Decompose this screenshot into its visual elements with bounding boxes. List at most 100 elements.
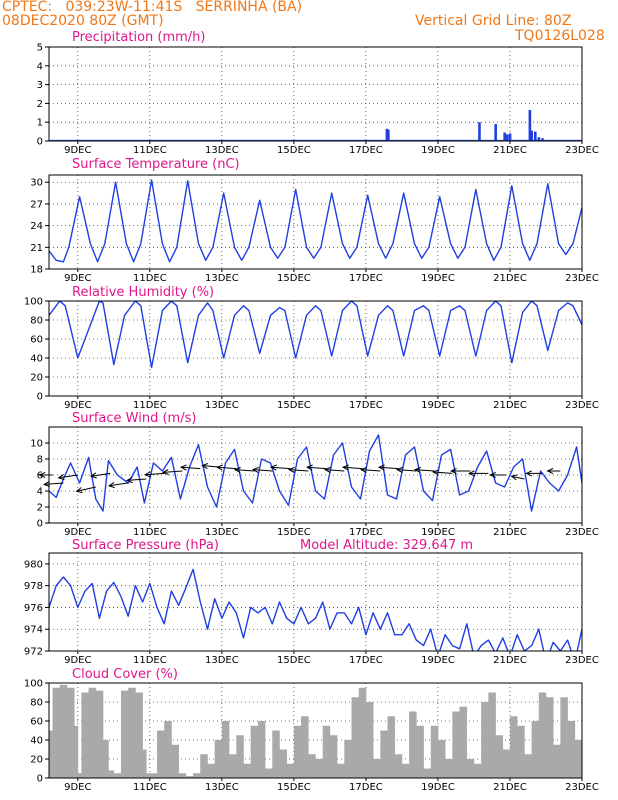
cloud-bar bbox=[466, 759, 475, 778]
cloud-bar bbox=[301, 716, 309, 778]
wind-arrow-head bbox=[179, 464, 187, 471]
x-tick-label: 9DEC bbox=[64, 145, 91, 156]
y-tick-label: 5 bbox=[37, 43, 43, 54]
y-tick-label: 6 bbox=[37, 471, 43, 482]
cloud-bar bbox=[113, 773, 122, 778]
x-tick-label: 21DEC bbox=[493, 400, 527, 411]
x-tick-label: 11DEC bbox=[133, 655, 167, 666]
y-tick-label: 974 bbox=[24, 625, 43, 636]
cloud-bar bbox=[59, 684, 68, 778]
plot-frame bbox=[48, 300, 583, 397]
cloud-bar bbox=[146, 773, 151, 778]
series-3 bbox=[49, 301, 582, 369]
cloud-bar bbox=[495, 735, 504, 778]
panel-title: Precipitation (mm/h) bbox=[72, 30, 205, 45]
wind-arrow bbox=[415, 469, 435, 472]
plot-frame bbox=[48, 174, 583, 270]
cloud-bar bbox=[103, 740, 109, 778]
wind-arrow-head bbox=[341, 464, 349, 471]
cloud-bar bbox=[135, 692, 143, 778]
cloud-bar bbox=[77, 773, 82, 778]
cloud-bar bbox=[142, 749, 147, 778]
x-tick-label: 17DEC bbox=[349, 400, 383, 411]
cloud-bar bbox=[574, 740, 582, 778]
cloud-bar bbox=[473, 763, 482, 778]
wind-arrow-head bbox=[489, 471, 496, 479]
panel-3: 0 20 40 60 80 100 9DEC 11DEC 13DEC 15DEC 17DEC 19DE… bbox=[24, 285, 599, 411]
run-date: 08DEC2020 80Z (GMT) bbox=[2, 13, 164, 29]
x-tick-label: 19DEC bbox=[421, 273, 455, 284]
x-tick-label: 13DEC bbox=[205, 273, 239, 284]
cloud-bar bbox=[560, 697, 568, 778]
cloud-bar bbox=[567, 721, 576, 778]
cloud-bar bbox=[373, 759, 381, 778]
grid-note: Vertical Grid Line: 80Z bbox=[415, 13, 572, 29]
x-tick-label: 13DEC bbox=[205, 145, 239, 156]
cloud-bar bbox=[293, 725, 302, 778]
cloud-bar bbox=[121, 690, 129, 778]
cloud-bar bbox=[265, 768, 273, 778]
y-tick-label: 40 bbox=[30, 354, 43, 365]
cloud-bar bbox=[49, 730, 53, 778]
y-tick-label: 972 bbox=[24, 647, 43, 658]
precip-bar bbox=[385, 128, 389, 141]
wind-arrow bbox=[181, 466, 201, 470]
wind-arrow bbox=[90, 472, 111, 477]
x-tick-label: 23DEC bbox=[565, 655, 599, 666]
cloud-bar bbox=[452, 711, 460, 778]
wind-arrow-head bbox=[233, 466, 241, 474]
y-tick-label: 980 bbox=[24, 559, 43, 570]
x-tick-label: 9DEC bbox=[64, 527, 91, 538]
y-tick-label: 21 bbox=[30, 243, 43, 254]
y-tick-label: 4 bbox=[37, 61, 43, 72]
x-tick-label: 17DEC bbox=[349, 655, 383, 666]
x-tick-label: 13DEC bbox=[205, 655, 239, 666]
cloud-bar bbox=[416, 725, 424, 778]
wind-arrow bbox=[343, 466, 363, 470]
wind-arrow-head bbox=[510, 474, 518, 481]
y-tick-label: 2 bbox=[37, 99, 43, 110]
precip-bar bbox=[494, 124, 497, 141]
wind-arrow bbox=[235, 469, 255, 472]
wind-arrow bbox=[163, 470, 183, 473]
wind-arrow bbox=[58, 474, 78, 479]
wind-arrow-head bbox=[107, 482, 115, 489]
x-tick-label: 19DEC bbox=[421, 400, 455, 411]
y-tick-label: 976 bbox=[24, 603, 43, 614]
panel-5: 972 974 976 978 980 9DEC 11DEC 13DEC 15DEC 17DEC 1… bbox=[24, 538, 599, 666]
x-tick-label: 11DEC bbox=[133, 782, 167, 793]
cloud-bar bbox=[67, 687, 75, 778]
cloud-bar bbox=[74, 725, 79, 778]
cloud-bar bbox=[164, 721, 172, 778]
cloud-bar bbox=[437, 740, 446, 778]
cloud-bar bbox=[423, 768, 432, 778]
precip-bar bbox=[505, 134, 509, 141]
x-tick-label: 15DEC bbox=[277, 400, 311, 411]
x-tick-label: 23DEC bbox=[565, 400, 599, 411]
cloud-bar bbox=[207, 763, 215, 778]
y-tick-label: 18 bbox=[30, 265, 43, 276]
wind-arrow-head bbox=[251, 466, 259, 474]
precip-bar bbox=[387, 129, 390, 141]
wind-arrow-head bbox=[413, 466, 421, 474]
wind-arrow-head bbox=[201, 463, 209, 470]
model-altitude: Model Altitude: 329.647 m bbox=[300, 538, 473, 553]
wind-arrow bbox=[145, 472, 165, 476]
series-line bbox=[49, 568, 582, 651]
wind-arrow-head bbox=[125, 476, 133, 484]
x-tick-label: 21DEC bbox=[493, 273, 527, 284]
wind-arrow bbox=[397, 469, 417, 472]
wind-arrow bbox=[108, 482, 129, 487]
wind-arrow-head bbox=[43, 480, 50, 488]
y-tick-label: 60 bbox=[30, 335, 43, 346]
cloud-bar bbox=[178, 773, 187, 778]
panel-4: 0 2 4 6 8 10 9DEC 11DEC 13DEC 15DEC 17DEC 19DEC 21DE… bbox=[30, 411, 599, 538]
panel-title: Surface Pressure (hPa) bbox=[72, 538, 219, 553]
y-tick-label: 80 bbox=[30, 698, 43, 709]
y-tick-label: 20 bbox=[30, 373, 43, 384]
cloud-bar bbox=[531, 721, 540, 778]
x-tick-label: 9DEC bbox=[64, 655, 91, 666]
plot-frame bbox=[48, 46, 583, 142]
cloud-bar bbox=[95, 690, 104, 778]
